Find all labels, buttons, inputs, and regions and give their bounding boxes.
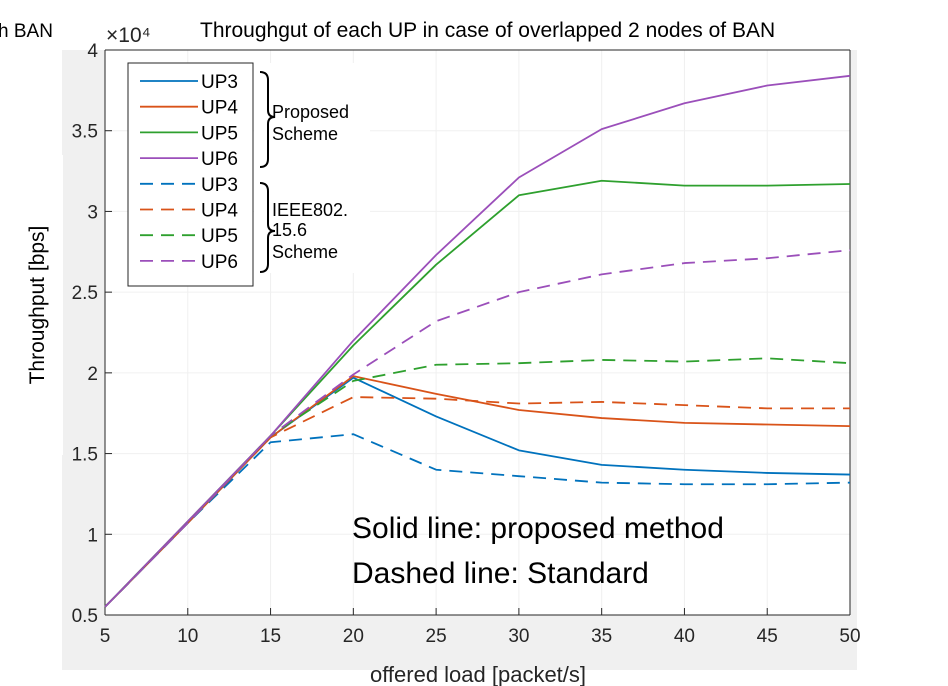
series-line-standard-up3 <box>104 433 851 608</box>
proposed-scheme-label-line1: Proposed <box>272 102 349 122</box>
legend: UP3 UP4 UP5 UP6 UP3 UP4 UP5 UP6 Proposed Scheme… <box>127 62 370 287</box>
x-tick-label: 25 <box>426 626 447 647</box>
x-tick-label: 10 <box>177 626 198 647</box>
legend-label: UP5 <box>201 123 238 144</box>
x-tick-label: 40 <box>674 626 695 647</box>
chart-title: Throughgut of each UP in case of overlap… <box>200 19 775 42</box>
y-tick-label: 2.5 <box>72 283 98 304</box>
series-line-standard-up6 <box>104 249 851 608</box>
x-tick-label: 5 <box>100 626 111 647</box>
x-tick-label: 45 <box>757 626 778 647</box>
y-tick-label: 1.5 <box>72 445 98 466</box>
ieee-scheme-label-line2: 15.6 <box>272 220 307 240</box>
title-left-fragment: h BAN <box>0 21 53 42</box>
y-exponent-label: ×10⁴ <box>106 24 151 47</box>
x-ticks: 5 10 15 20 25 30 35 40 45 50 <box>100 608 861 647</box>
proposed-scheme-label-line2: Scheme <box>272 124 338 144</box>
proposed-bracket <box>259 71 276 168</box>
series <box>104 74 851 608</box>
annotation-solid: Solid line: proposed method <box>352 512 724 545</box>
axes <box>104 49 851 616</box>
legend-label: UP3 <box>201 72 238 93</box>
legend-label: UP5 <box>201 226 238 247</box>
annotation-dashed: Dashed line: Standard <box>352 557 649 590</box>
legend-label: UP6 <box>201 252 238 273</box>
x-tick-label: 35 <box>591 626 612 647</box>
y-label-bg <box>15 155 63 455</box>
ieee-bracket <box>259 182 276 273</box>
legend-group-label-bg <box>254 63 370 273</box>
y-tick-label: 4 <box>87 41 98 62</box>
y-tick-label: 3 <box>87 202 98 223</box>
legend-label: UP6 <box>201 149 238 170</box>
x-tick-label: 50 <box>839 626 860 647</box>
y-tick-label: 2 <box>87 364 98 385</box>
x-axis-label: offered load [packet/s] <box>370 662 586 686</box>
x-tick-label: 20 <box>343 626 364 647</box>
x-tick-label: 15 <box>260 626 281 647</box>
y-ticks: 0.5 1 1.5 2 2.5 3 3.5 4 <box>72 41 112 627</box>
x-tick-label: 30 <box>508 626 529 647</box>
y-tick-label: 3.5 <box>72 122 98 143</box>
y-tick-label: 0.5 <box>72 606 98 627</box>
legend-rows: UP3 UP4 UP5 UP6 UP3 UP4 UP5 UP6 <box>140 72 238 273</box>
legend-box <box>127 62 254 287</box>
ieee-scheme-label-line3: Scheme <box>272 242 338 262</box>
y-axis-label: Throughput [bps] <box>26 226 49 385</box>
legend-label: UP4 <box>201 201 238 222</box>
legend-label: UP3 <box>201 175 238 196</box>
ieee-scheme-label-line1: IEEE802. <box>272 200 348 220</box>
y-tick-label: 1 <box>87 525 98 546</box>
legend-label: UP4 <box>201 98 238 119</box>
